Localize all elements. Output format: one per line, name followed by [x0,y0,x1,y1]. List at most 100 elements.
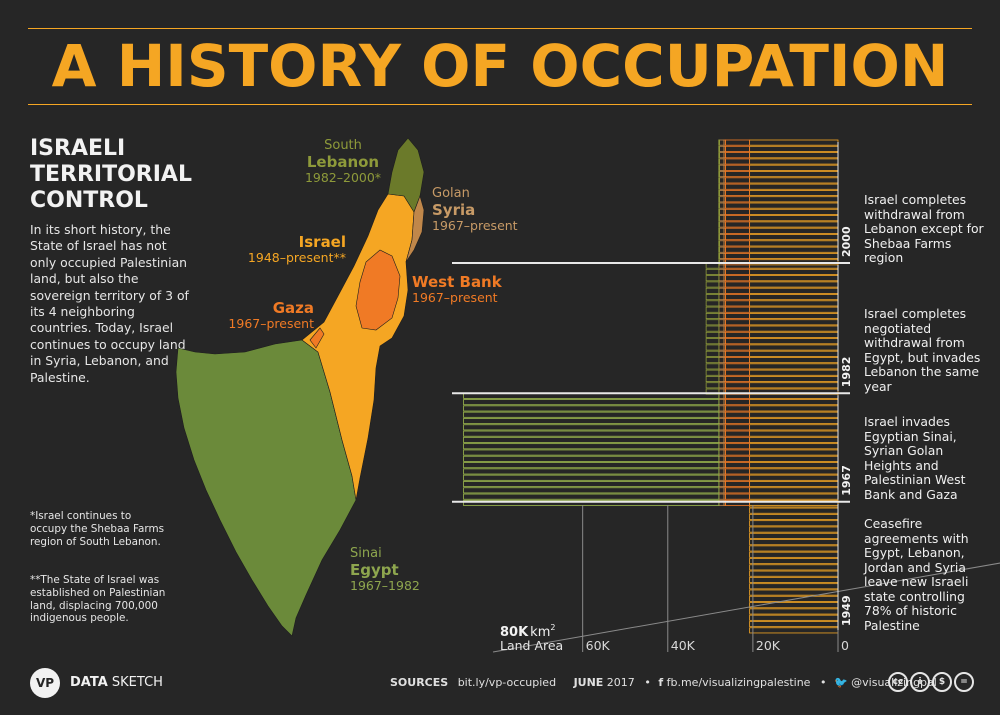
sources-url[interactable]: bit.ly/vp-occupied [457,676,557,689]
axis-tick-label: 60K [586,638,611,653]
facebook-link[interactable]: fb.me/visualizingpalestine [666,676,811,689]
bar-stripe [718,246,720,253]
cc-icon: cc [888,672,908,692]
bar-stripe [463,449,720,456]
bar-stripe [725,487,751,494]
bar-stripe [725,275,751,282]
bar-stripe [749,369,839,376]
bar-segment-westbank-1982 [725,262,751,395]
label-egypt: Sinai Egypt 1967–1982 [350,546,420,594]
bar-stripe [749,487,839,494]
bar-stripe [725,338,751,345]
bar-stripe [718,234,720,241]
label-gaza: Gaza 1967–present [218,300,314,332]
bar-stripe [463,411,720,418]
bar-stripe [725,252,751,259]
bar-stripe [749,158,839,165]
annotation-1967: Israel invades Egyptian Sinai, Syrian Go… [864,414,966,502]
label-westbank: West Bank 1967–present [412,274,502,306]
bar-stripe [718,487,725,494]
bar-stripe [705,375,720,382]
bar-stripe [725,234,751,241]
bar-stripe [725,164,751,171]
bar-stripe [749,443,839,450]
bar-stripe [705,294,720,301]
bar-stripe [749,481,839,488]
intro-text: In its short history, the State of Israe… [30,222,189,385]
bar-stripe [725,202,751,209]
bar-stripe [749,411,839,418]
bar-stripe [705,300,720,307]
bar-stripe [749,331,839,338]
bar-stripe [463,493,720,500]
bar-stripe [705,287,720,294]
bar-stripe [749,325,839,332]
label-egypt-line1: Sinai [350,546,382,561]
bar-stripe [718,145,720,152]
bar-stripe [725,208,751,215]
bar-stripe [718,424,725,431]
bar-stripe [718,164,720,171]
label-egypt-name: Egypt [350,561,399,579]
bar-stripe [463,405,720,412]
bar-stripe [749,520,839,527]
axis-label-unit: km [530,625,550,640]
year-label-1982: 1982 [840,357,853,388]
bar-stripe [463,443,720,450]
annotation-1982: Israel completes negotiated withdrawal f… [864,306,981,394]
bar-stripe [749,234,839,241]
bar-stripe [725,171,751,178]
axis-label-value: 80K km2 [500,623,555,640]
bar-stripe [725,462,751,469]
label-gaza-years: 1967–present [228,316,314,331]
bar-stripe [463,430,720,437]
label-lebanon: South Lebanon 1982–2000* [288,138,398,186]
axis-label-sup: 2 [550,623,555,632]
bar-stripe [718,183,720,190]
bar-stripe [705,363,720,370]
twitter-icon: 🐦 [833,676,848,689]
sources-line: SOURCES bit.ly/vp-occupied JUNE 2017 • f… [390,676,937,689]
bar-stripe [718,196,720,203]
bar-stripe [749,183,839,190]
bar-stripe [718,325,725,332]
bar-segment-golan-1982 [718,262,725,395]
bar-stripe [725,493,751,500]
bar-stripe [705,268,720,275]
bar-stripe [725,350,751,357]
bar-stripe [749,164,839,171]
bar-stripe [749,405,839,412]
bar-stripe [705,281,720,288]
bar-stripe [463,499,720,506]
lebanon-region [387,137,425,213]
bar-stripe [749,240,839,247]
bar-stripe [718,294,725,301]
brand-rest: SKETCH [107,675,163,690]
bar-stripe [718,357,725,364]
bar-stripe [718,268,725,275]
bar-stripe [725,474,751,481]
bar-stripe [718,312,725,319]
sinai-region [175,339,357,637]
bar-stripe [463,424,720,431]
year-label-1949: 1949 [840,595,853,626]
bar-stripe [725,196,751,203]
bar-stripe [705,312,720,319]
bar-stripe [718,139,720,146]
bar-stripe [705,319,720,326]
axis-label-text: Land Area [500,638,563,653]
bar-stripe [718,363,725,370]
label-israel-name: Israel [298,233,346,251]
bar-stripe [725,357,751,364]
bar-stripe [749,558,839,565]
label-lebanon-years: 1982–2000* [304,170,382,185]
bar-stripe [718,493,725,500]
bar-stripe [718,443,725,450]
bar-stripe [463,418,720,425]
bar-stripe [749,357,839,364]
label-israel-years: 1948–present** [247,250,346,265]
bar-stripe [463,487,720,494]
bar-stripe [749,627,839,634]
bar-segment-lebanon-1982 [705,262,720,395]
bar-stripe [718,275,725,282]
